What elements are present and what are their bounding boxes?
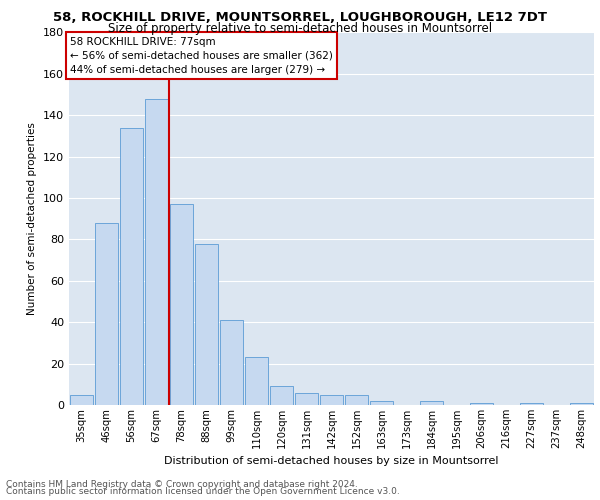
- Bar: [194, 244, 218, 405]
- Text: Size of property relative to semi-detached houses in Mountsorrel: Size of property relative to semi-detach…: [108, 22, 492, 35]
- Bar: [344, 394, 368, 405]
- Text: 58, ROCKHILL DRIVE, MOUNTSORREL, LOUGHBOROUGH, LE12 7DT: 58, ROCKHILL DRIVE, MOUNTSORREL, LOUGHBO…: [53, 11, 547, 24]
- Bar: [320, 394, 343, 405]
- Bar: [269, 386, 293, 405]
- Bar: [419, 401, 443, 405]
- Text: Contains HM Land Registry data © Crown copyright and database right 2024.: Contains HM Land Registry data © Crown c…: [6, 480, 358, 489]
- X-axis label: Distribution of semi-detached houses by size in Mountsorrel: Distribution of semi-detached houses by …: [164, 456, 499, 466]
- Bar: [220, 320, 244, 405]
- Y-axis label: Number of semi-detached properties: Number of semi-detached properties: [28, 122, 37, 315]
- Bar: [569, 403, 593, 405]
- Bar: [245, 358, 268, 405]
- Bar: [95, 223, 118, 405]
- Bar: [295, 392, 319, 405]
- Bar: [119, 128, 143, 405]
- Bar: [170, 204, 193, 405]
- Bar: [70, 394, 94, 405]
- Bar: [520, 403, 544, 405]
- Bar: [370, 401, 394, 405]
- Bar: [145, 98, 169, 405]
- Text: 58 ROCKHILL DRIVE: 77sqm
← 56% of semi-detached houses are smaller (362)
44% of : 58 ROCKHILL DRIVE: 77sqm ← 56% of semi-d…: [70, 36, 332, 74]
- Bar: [470, 403, 493, 405]
- Text: Contains public sector information licensed under the Open Government Licence v3: Contains public sector information licen…: [6, 487, 400, 496]
